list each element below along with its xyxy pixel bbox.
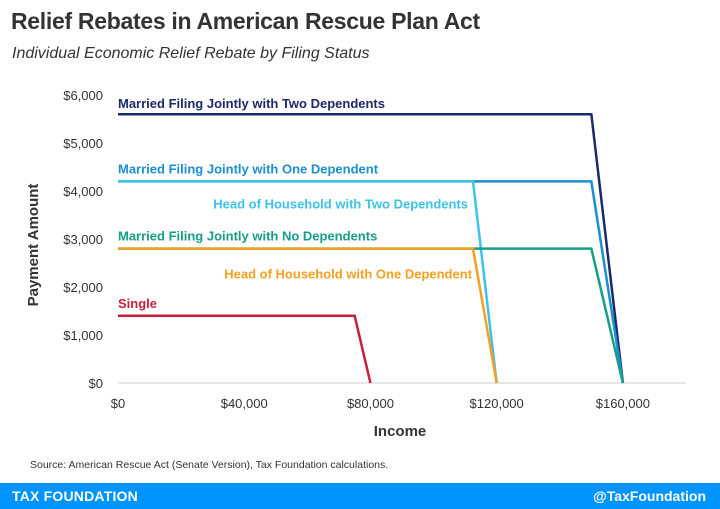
x-axis-label: Income (374, 423, 427, 440)
series-label: Head of Household with Two Dependents (213, 196, 468, 211)
y-tick-label: $5,000 (63, 136, 103, 151)
source-note: Source: American Rescue Act (Senate Vers… (30, 459, 389, 471)
chart-subtitle: Individual Economic Relief Rebate by Fil… (12, 45, 370, 62)
series-label: Head of Household with One Dependent (224, 267, 472, 282)
chart-title: Relief Rebates in American Rescue Plan A… (11, 8, 480, 34)
series-line (118, 314, 372, 384)
y-tick-label: $4,000 (63, 184, 103, 199)
y-axis-label: Payment Amount (25, 184, 42, 307)
series-label: Single (118, 296, 157, 311)
y-tick-label: $3,000 (63, 232, 103, 247)
y-tick-label: $0 (89, 376, 103, 391)
footer-bar: TAX FOUNDATION @TaxFoundation (0, 483, 720, 509)
y-tick-label: $6,000 (63, 88, 103, 103)
x-tick-label: $120,000 (470, 396, 524, 411)
series-line (118, 180, 498, 384)
series-label: Married Filing Jointly with One Dependen… (118, 161, 379, 176)
series-line (118, 180, 625, 384)
x-tick-label: $0 (111, 396, 125, 411)
footer-handle: @TaxFoundation (593, 488, 706, 504)
footer-brand: TAX FOUNDATION (12, 488, 138, 504)
series-label: Married Filing Jointly with Two Dependen… (118, 96, 385, 111)
y-tick-label: $2,000 (63, 280, 103, 295)
series-line (118, 247, 498, 384)
x-tick-label: $40,000 (221, 396, 268, 411)
y-tick-label: $1,000 (63, 328, 103, 343)
x-tick-label: $160,000 (596, 396, 650, 411)
series-label: Married Filing Jointly with No Dependent… (118, 229, 377, 244)
series-line (118, 112, 625, 384)
x-tick-label: $80,000 (347, 396, 394, 411)
